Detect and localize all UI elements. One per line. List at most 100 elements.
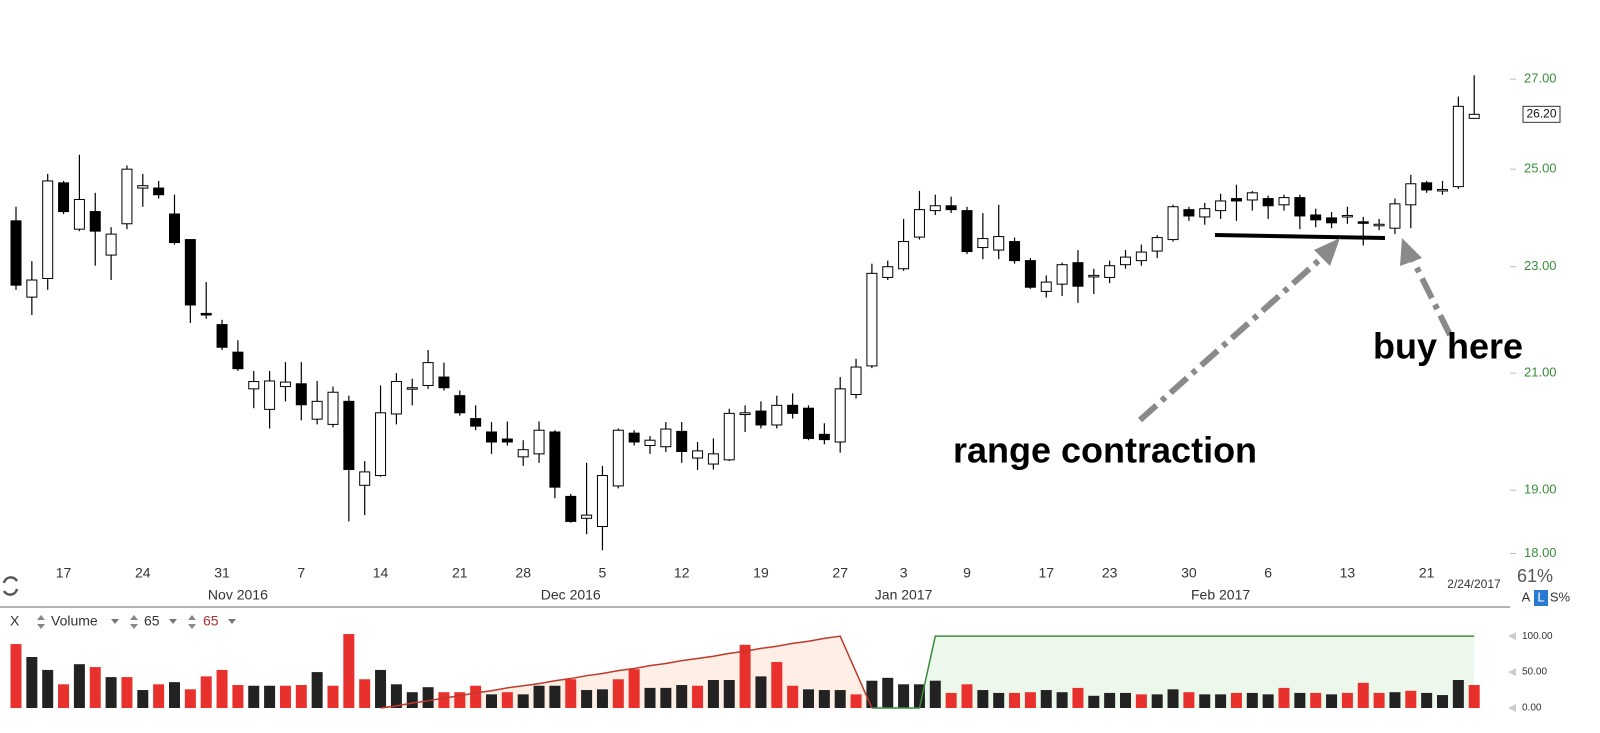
candle-body <box>232 351 244 370</box>
arrow-shaft <box>1138 252 1327 423</box>
indicator-param[interactable]: 65 <box>203 613 219 629</box>
volume-bar <box>1167 689 1179 708</box>
volume-bar <box>1421 692 1433 708</box>
volume-bar <box>1389 692 1401 708</box>
candle-body <box>581 514 593 519</box>
y-tick-label: 27.00 <box>1524 71 1557 86</box>
candle-body <box>42 180 54 279</box>
candle-body <box>913 209 925 238</box>
candle-body <box>295 383 307 406</box>
volume-bar <box>1183 692 1195 708</box>
candle-body <box>1167 206 1179 241</box>
move-icon[interactable] <box>188 615 196 629</box>
x-tick-label: 21 <box>452 565 468 581</box>
candle-body <box>898 241 910 270</box>
volume-bar <box>1452 679 1464 708</box>
y-tick-label: 0.00 <box>1522 703 1542 714</box>
candle-body <box>1246 192 1258 201</box>
candle-body <box>1421 182 1433 191</box>
volume-bar <box>771 662 783 708</box>
x-tick-label: 28 <box>515 565 531 581</box>
volume-bar <box>311 672 323 708</box>
candle-body <box>343 400 355 470</box>
y-tick <box>1508 704 1516 712</box>
volume-bar <box>1373 692 1385 708</box>
x-tick-label: 30 <box>1181 565 1197 581</box>
volume-bar <box>1040 690 1052 708</box>
indicator-param[interactable]: 65 <box>144 613 160 629</box>
x-tick-label: 7 <box>297 565 305 581</box>
x-tick-label: 14 <box>373 565 389 581</box>
close-button[interactable]: X <box>10 613 20 629</box>
candle-body <box>200 312 212 316</box>
candle-body <box>850 366 862 396</box>
volume-bar <box>929 680 941 708</box>
candle-body <box>961 210 973 253</box>
x-tick-label: 21 <box>1419 565 1435 581</box>
volume-bar <box>486 694 497 708</box>
candle-body <box>1278 197 1290 206</box>
candle-body <box>755 410 767 426</box>
volume-bar <box>232 685 244 708</box>
volume-bar <box>1009 692 1021 708</box>
volume-bar <box>438 692 450 708</box>
candle-body <box>533 429 545 455</box>
move-icon[interactable] <box>130 615 138 629</box>
candle-body <box>707 453 719 465</box>
volume-bar <box>961 684 973 708</box>
volume-bar <box>1104 692 1116 708</box>
scale-button[interactable]: A <box>1522 589 1531 604</box>
volume-bar <box>913 684 925 708</box>
candle-body <box>803 407 814 439</box>
volume-bar <box>73 664 85 708</box>
volume-bar <box>359 679 371 708</box>
volume-bar <box>755 676 767 708</box>
candle-body <box>169 213 180 244</box>
move-icon[interactable] <box>37 615 45 629</box>
volume-bar <box>470 685 482 708</box>
candle-body <box>549 431 561 488</box>
dropdown-caret[interactable] <box>228 619 236 624</box>
volume-bar <box>10 644 22 708</box>
candle-body <box>993 236 1005 251</box>
volume-bar <box>375 669 387 708</box>
candle-body <box>406 387 418 390</box>
volume-bar <box>1088 695 1100 708</box>
scale-button-bg[interactable] <box>1534 590 1548 606</box>
month-label: Feb 2017 <box>1191 587 1250 603</box>
zoom-level[interactable]: 61% <box>1517 566 1553 586</box>
y-tick-label: 19.00 <box>1524 482 1557 497</box>
indicator-area <box>871 636 1475 708</box>
volume-bar <box>1135 694 1147 708</box>
refresh-icon[interactable] <box>2 576 19 596</box>
x-tick-label: 24 <box>135 565 151 581</box>
dropdown-caret[interactable] <box>111 619 119 624</box>
candle-body <box>1468 113 1480 119</box>
volume-bar <box>1405 690 1417 708</box>
candle-body <box>739 412 751 416</box>
candle-body <box>73 199 85 230</box>
indicator-line <box>871 635 1475 709</box>
volume-bar <box>1215 694 1227 708</box>
volume-bar <box>707 679 719 708</box>
volume-bar <box>200 676 212 708</box>
volume-bar <box>1278 687 1290 708</box>
volume-bar <box>1310 692 1322 708</box>
volume-bar <box>1230 692 1242 708</box>
y-tick-label: 100.00 <box>1522 631 1553 642</box>
volume-bar <box>977 690 989 708</box>
indicator-name[interactable]: Volume <box>51 613 98 629</box>
candle-body <box>1262 198 1274 207</box>
candle-body <box>1135 251 1147 262</box>
scale-button[interactable]: S% <box>1550 589 1571 604</box>
dropdown-caret[interactable] <box>169 619 177 624</box>
volume-bar <box>1468 685 1480 708</box>
x-tick-label: 19 <box>753 565 769 581</box>
scale-button[interactable]: L <box>1537 589 1544 604</box>
annotation: range contraction <box>953 430 1257 471</box>
candle-body <box>1230 198 1242 202</box>
volume-bar <box>565 679 577 708</box>
x-tick-label: 17 <box>1038 565 1054 581</box>
volume-bar <box>787 685 799 708</box>
volume-bar <box>882 677 894 708</box>
